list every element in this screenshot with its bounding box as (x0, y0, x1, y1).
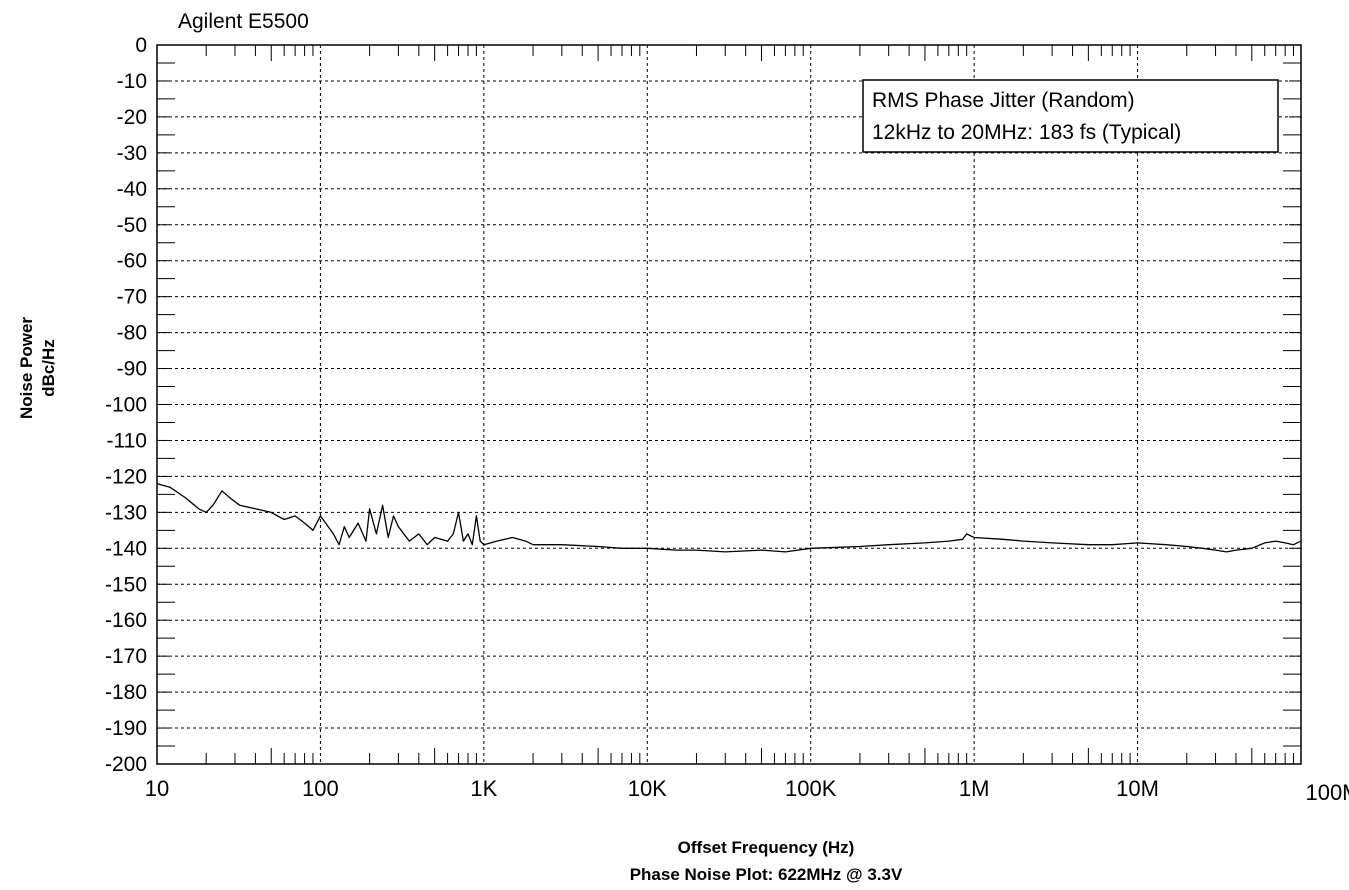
grid (157, 45, 1301, 764)
y-tick-label: -150 (105, 573, 147, 596)
y-tick-label: -110 (107, 429, 147, 452)
x-tick-label: 1K (470, 776, 497, 801)
x-tick-label: 100K (785, 776, 837, 801)
y-tick-label: -50 (117, 214, 147, 237)
x-tick-label: 10 (145, 776, 169, 801)
x-axis-label: Offset Frequency (Hz) (678, 838, 855, 857)
y-axis-label-line-1: Noise Power (17, 317, 36, 419)
y-tick-label: -190 (105, 717, 147, 740)
annotation-frame (862, 79, 1279, 153)
y-tick-label: -90 (117, 358, 147, 381)
y-tick-labels: 0 -10 -20 -30 -40 -50 -60 -70 -80 -90 -100 -110 -120… (105, 34, 147, 776)
y-tick-label: -160 (105, 609, 147, 632)
x-tick-label: 100 (302, 776, 339, 801)
chart-caption: Phase Noise Plot: 622MHz @ 3.3V (630, 865, 903, 884)
x-tick-labels: 10 100 1K 10K 100K 1M 10M 100M (145, 776, 1349, 805)
y-tick-label: -130 (105, 501, 147, 524)
series-line (156, 482, 1302, 553)
y-tick-label: -80 (117, 322, 147, 345)
x-tick-label: 1M (959, 776, 990, 801)
y-axis-label: Noise Power dBc/Hz (17, 317, 58, 419)
y-tick-label: -120 (105, 465, 147, 488)
x-tick-label: 100M (1305, 780, 1349, 805)
y-tick-label: -60 (117, 250, 147, 273)
x-tick-label: 10K (628, 776, 667, 801)
y-tick-label: -70 (117, 286, 147, 309)
y-axis-label-line-2: dBc/Hz (39, 339, 58, 397)
y-tick-label: -100 (105, 394, 147, 417)
x-tick-label: 10M (1116, 776, 1159, 801)
annotation-line-2: 12kHz to 20MHz: 183 fs (Typical) (872, 121, 1181, 144)
y-tick-label: -200 (105, 753, 147, 776)
instrument-label: Agilent E5500 (178, 10, 309, 33)
y-tick-label: -20 (117, 106, 147, 129)
plot-frame (156, 44, 1302, 765)
y-tick-label: -180 (105, 681, 147, 704)
y-tick-label: 0 (135, 34, 147, 57)
y-tick-label: -30 (117, 142, 147, 165)
annotation-line-1: RMS Phase Jitter (Random) (872, 89, 1135, 112)
y-tick-label: -140 (105, 537, 147, 560)
y-tick-label: -40 (117, 178, 147, 201)
y-tick-label: -170 (105, 645, 147, 668)
y-tick-label: -10 (117, 70, 147, 93)
jitter-annotation-box: RMS Phase Jitter (Random) 12kHz to 20MHz… (862, 79, 1279, 153)
minor-ticks (157, 44, 1301, 765)
